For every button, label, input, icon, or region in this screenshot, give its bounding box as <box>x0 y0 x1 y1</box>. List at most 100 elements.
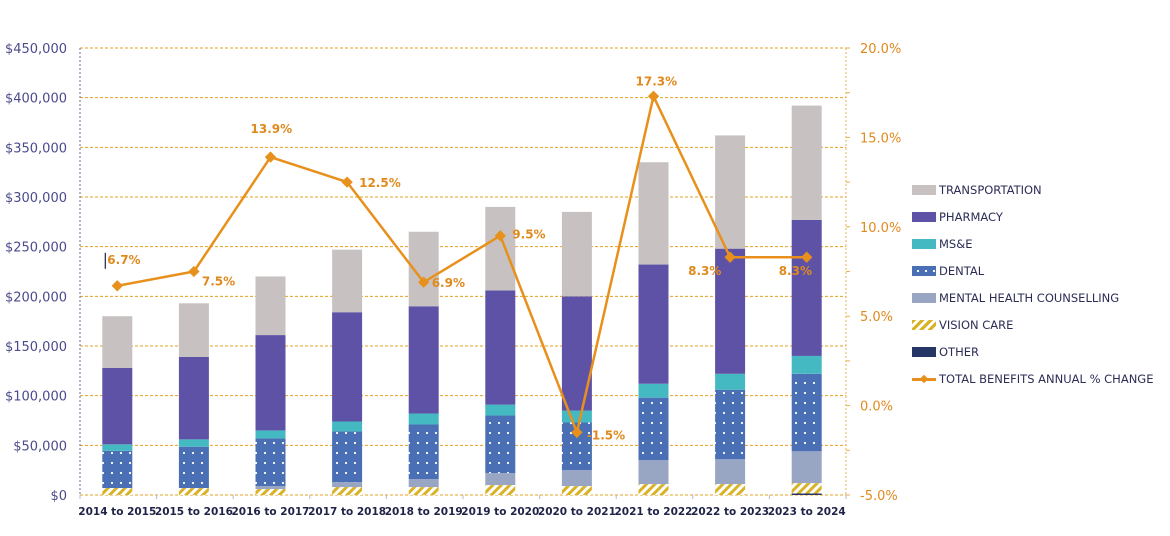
line-data-label: 9.5% <box>512 228 545 242</box>
x-axis-tick-label: 2018 to 2019 <box>385 506 463 518</box>
bar-segment-mse <box>408 413 439 425</box>
bar-segment-mse <box>638 383 669 398</box>
x-axis-tick-label: 2019 to 2020 <box>461 506 539 518</box>
bar-segment-transport <box>485 206 516 291</box>
line-marker <box>418 276 430 288</box>
legend-label: PHARMACY <box>939 209 1003 224</box>
line-marker <box>341 176 353 188</box>
line-data-labels: 6.7% 7.5% 13.9% 12.5% 6.9% 9.5% -1.5% 17.3% 8.3%… <box>104 74 812 442</box>
line-marker <box>571 426 583 439</box>
bar-segment-dental <box>255 438 286 487</box>
left-axis-tick-label: $400,000 <box>5 92 67 107</box>
right-axis-tick-label: 0.0% <box>860 400 893 415</box>
bar-segment-pharmacy <box>485 290 516 405</box>
bar-segment-pharmacy <box>178 356 209 440</box>
bar-segment-dental <box>791 373 822 452</box>
bar-segment-mental <box>485 473 516 486</box>
legend-swatch-mental <box>912 292 936 303</box>
right-axis-tick-label: 10.0% <box>860 221 901 236</box>
bar-segment-transport <box>561 211 592 297</box>
bar-segment-transport <box>255 276 286 336</box>
legend-label: MENTAL HEALTH COUNSELLING <box>939 290 1120 305</box>
left-axis-ticks: $0 $50,000 $100,000 $150,000 $200,000 $250,00… <box>5 42 67 504</box>
bar-segment-vision <box>255 489 286 495</box>
line-data-label: 7.5% <box>202 275 235 289</box>
left-axis-tick-label: $250,000 <box>5 241 67 256</box>
bar-segment-mse <box>485 404 516 416</box>
bar-segment-pharmacy <box>332 312 363 422</box>
annual-change-line <box>111 90 813 439</box>
left-axis-tick-label: $450,000 <box>5 42 67 57</box>
bar-segment-mental <box>791 451 822 484</box>
bar-stack <box>638 162 669 495</box>
x-axis-tick-label: 2020 to 2021 <box>538 506 616 518</box>
line-marker <box>111 280 123 292</box>
bar-segment-mental <box>561 470 592 487</box>
bar-segment-pharmacy <box>638 264 669 384</box>
line-data-label: -1.5% <box>587 428 625 442</box>
x-axis-tick-label: 2015 to 2016 <box>155 506 233 518</box>
right-axis-tick-label: 5.0% <box>860 310 893 325</box>
left-axis-tick-label: $200,000 <box>5 290 67 305</box>
bar-segment-mse <box>102 444 133 451</box>
bar-segment-mental <box>255 486 286 490</box>
legend-swatch-pharmacy <box>912 211 936 222</box>
bar-stack <box>561 211 592 495</box>
right-axis-tick-label: 15.0% <box>860 131 901 146</box>
legend-swatch-vision <box>912 319 936 330</box>
legend-item-mental: MENTAL HEALTH COUNSELLING <box>912 284 1153 311</box>
bar-segment-mse <box>255 430 286 439</box>
bar-segment-vision <box>638 484 669 495</box>
bar-segment-vision <box>102 488 133 495</box>
right-axis-tick-label: 20.0% <box>860 42 901 57</box>
bar-stack <box>408 231 439 495</box>
stacked-bars <box>102 105 822 495</box>
line-data-label: 6.9% <box>432 276 465 290</box>
line-data-label: 8.3% <box>688 264 721 278</box>
right-axis-tick-label: -5.0% <box>860 489 898 504</box>
legend-label: TOTAL BENEFITS ANNUAL % CHANGE <box>939 371 1154 386</box>
bar-segment-vision <box>408 487 439 495</box>
bar-segment-dental <box>102 450 133 489</box>
bar-stack <box>791 105 822 495</box>
x-axis-tick-label: 2022 to 2023 <box>691 506 769 518</box>
legend-label: VISION CARE <box>939 317 1014 332</box>
bar-segment-pharmacy <box>791 219 822 356</box>
line-marker <box>647 90 660 102</box>
legend-swatch-other <box>912 346 936 357</box>
bar-segment-transport <box>332 249 363 313</box>
bar-segment-other <box>791 493 822 495</box>
legend-label: OTHER <box>939 344 979 359</box>
legend-swatch-mse <box>912 238 936 249</box>
legend-label: DENTAL <box>939 263 985 278</box>
bar-segment-mse <box>178 439 209 447</box>
bar-segment-dental <box>715 389 746 460</box>
left-axis-tick-label: $300,000 <box>5 191 67 206</box>
bar-segment-transport <box>178 303 209 357</box>
line-marker <box>494 230 506 242</box>
left-axis-tick-label: $50,000 <box>13 439 67 454</box>
bar-stack <box>332 249 363 495</box>
x-axis-tick-label: 2016 to 2017 <box>232 506 310 518</box>
legend-label: MS&E <box>939 236 973 251</box>
bar-stack <box>102 316 133 495</box>
bar-segment-transport <box>102 316 133 368</box>
bar-segment-pharmacy <box>102 367 133 445</box>
bar-segment-pharmacy <box>715 248 746 374</box>
legend-swatch-line <box>912 374 936 384</box>
bar-segment-dental <box>408 424 439 480</box>
bar-segment-transport <box>791 105 822 220</box>
legend-swatch-transport <box>912 184 936 195</box>
x-axis-tick-label: 2023 to 2024 <box>768 506 846 518</box>
bar-segment-vision <box>715 484 746 495</box>
legend-item-line: TOTAL BENEFITS ANNUAL % CHANGE <box>912 365 1153 392</box>
x-axis-tick-label: 2021 to 2022 <box>615 506 693 518</box>
line-marker <box>264 151 277 163</box>
bar-stack <box>255 276 286 495</box>
line-data-label: 6.7% <box>107 253 140 267</box>
bar-segment-pharmacy <box>561 296 592 411</box>
line-marker <box>188 265 200 278</box>
bar-segment-dental <box>178 446 209 489</box>
legend-item-other: OTHER <box>912 338 1153 365</box>
